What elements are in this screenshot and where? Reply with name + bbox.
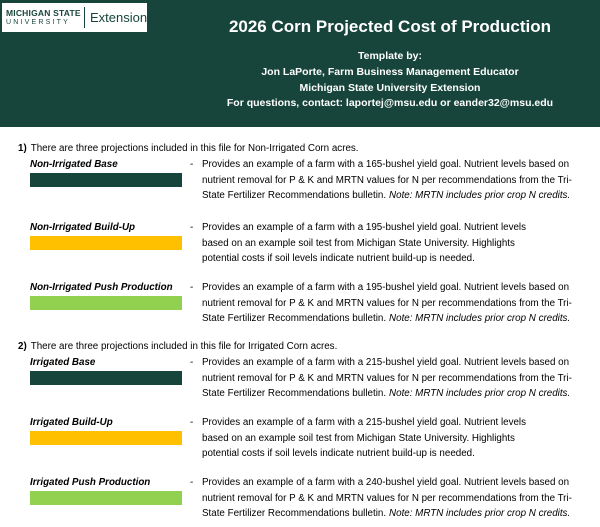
description-line: nutrient removal for P & K and MRTN valu… — [202, 373, 572, 384]
description-line: State Fertilizer Recommendations bulleti… — [202, 388, 570, 399]
description-text: nutrient removal for P & K and MRTN valu… — [202, 298, 572, 309]
color-bar — [30, 491, 182, 505]
template-line: Template by: — [358, 50, 422, 62]
description-text: Provides an example of a farm with a 195… — [202, 222, 527, 233]
description-line: Provides an example of a farm with a 195… — [202, 282, 569, 293]
description-note: Note: MRTN includes prior crop N credits… — [389, 388, 571, 399]
description-line: State Fertilizer Recommendations bulleti… — [202, 313, 570, 324]
description-text: Provides an example of a farm with a 165… — [202, 159, 570, 170]
header: MICHIGAN STATE UNIVERSITY Extension 2026… — [0, 0, 600, 127]
template-line: Jon LaPorte, Farm Business Management Ed… — [261, 66, 519, 78]
logo-text: UNIVERSITY — [6, 19, 71, 26]
description-note: Note: MRTN includes prior crop N credits… — [389, 313, 571, 324]
description-line: State Fertilizer Recommendations bulleti… — [202, 508, 570, 519]
description-line: potential costs if soil levels indicate … — [202, 253, 475, 264]
dash: - — [190, 357, 194, 368]
description-text: potential costs if soil levels indicate … — [202, 448, 475, 459]
section-heading: 1) There are three projections included i… — [18, 143, 359, 154]
item-label: Irrigated Push Production — [30, 477, 151, 488]
description-line: based on an example soil test from Michi… — [202, 238, 515, 249]
description-line: based on an example soil test from Michi… — [202, 433, 515, 444]
item-label: Non-Irrigated Base — [30, 159, 118, 170]
description-text: Provides an example of a farm with a 240… — [202, 477, 570, 488]
description-text: based on an example soil test from Michi… — [202, 433, 515, 444]
color-bar — [30, 431, 182, 445]
item-label: Non-Irrigated Push Production — [30, 282, 173, 293]
section-number: 1) — [18, 143, 27, 154]
logo-text: Extension — [90, 10, 148, 25]
description-text: State Fertilizer Recommendations bulleti… — [202, 190, 387, 201]
description-text: Provides an example of a farm with a 215… — [202, 417, 527, 428]
dash: - — [190, 159, 194, 170]
logo-divider — [84, 7, 85, 28]
description-text: based on an example soil test from Michi… — [202, 238, 515, 249]
description-line: nutrient removal for P & K and MRTN valu… — [202, 298, 572, 309]
template-line: Michigan State University Extension — [299, 82, 481, 94]
description-line: Provides an example of a farm with a 195… — [202, 222, 526, 233]
description-line: nutrient removal for P & K and MRTN valu… — [202, 493, 572, 504]
title: 2026 Corn Projected Cost of Production — [228, 17, 552, 36]
section-text: There are three projections included in … — [30, 143, 359, 154]
dash: - — [190, 417, 194, 428]
description-line: nutrient removal for P & K and MRTN valu… — [202, 175, 572, 186]
description-text: potential costs if soil levels indicate … — [202, 253, 475, 264]
description-note: Note: MRTN includes prior crop N credits… — [389, 190, 571, 201]
template-line: For questions, contact: laportej@msu.edu… — [226, 97, 554, 109]
section-heading: 2) There are three projections included i… — [18, 341, 337, 352]
item-label: Irrigated Base — [30, 357, 96, 368]
description-text: nutrient removal for P & K and MRTN valu… — [202, 373, 572, 384]
description-line: potential costs if soil levels indicate … — [202, 448, 475, 459]
dash: - — [190, 222, 194, 233]
description-line: Provides an example of a farm with a 215… — [202, 417, 526, 428]
description-line: State Fertilizer Recommendations bulleti… — [202, 190, 570, 201]
dash: - — [190, 282, 194, 293]
section-number: 2) — [18, 341, 27, 352]
color-bar — [30, 371, 182, 385]
description-text: Provides an example of a farm with a 195… — [202, 282, 570, 293]
description-text: State Fertilizer Recommendations bulleti… — [202, 388, 387, 399]
dash: - — [190, 477, 194, 488]
item-label: Irrigated Build-Up — [30, 417, 113, 428]
color-bar — [30, 236, 182, 250]
color-bar — [30, 173, 182, 187]
description-text: Provides an example of a farm with a 215… — [202, 357, 570, 368]
description-line: Provides an example of a farm with a 240… — [202, 477, 569, 488]
section-text: There are three projections included in … — [30, 341, 338, 352]
color-bar — [30, 296, 182, 310]
description-text: State Fertilizer Recommendations bulleti… — [202, 313, 387, 324]
description-line: Provides an example of a farm with a 215… — [202, 357, 569, 368]
item-label: Non-Irrigated Build-Up — [30, 222, 136, 233]
description-note: Note: MRTN includes prior crop N credits… — [389, 508, 571, 519]
description-line: Provides an example of a farm with a 165… — [202, 159, 569, 170]
description-text: nutrient removal for P & K and MRTN valu… — [202, 493, 572, 504]
logo-text: MICHIGAN STATE — [6, 8, 81, 18]
description-text: nutrient removal for P & K and MRTN valu… — [202, 175, 572, 186]
logo: MICHIGAN STATE UNIVERSITY Extension — [2, 3, 147, 32]
description-text: State Fertilizer Recommendations bulleti… — [202, 508, 387, 519]
